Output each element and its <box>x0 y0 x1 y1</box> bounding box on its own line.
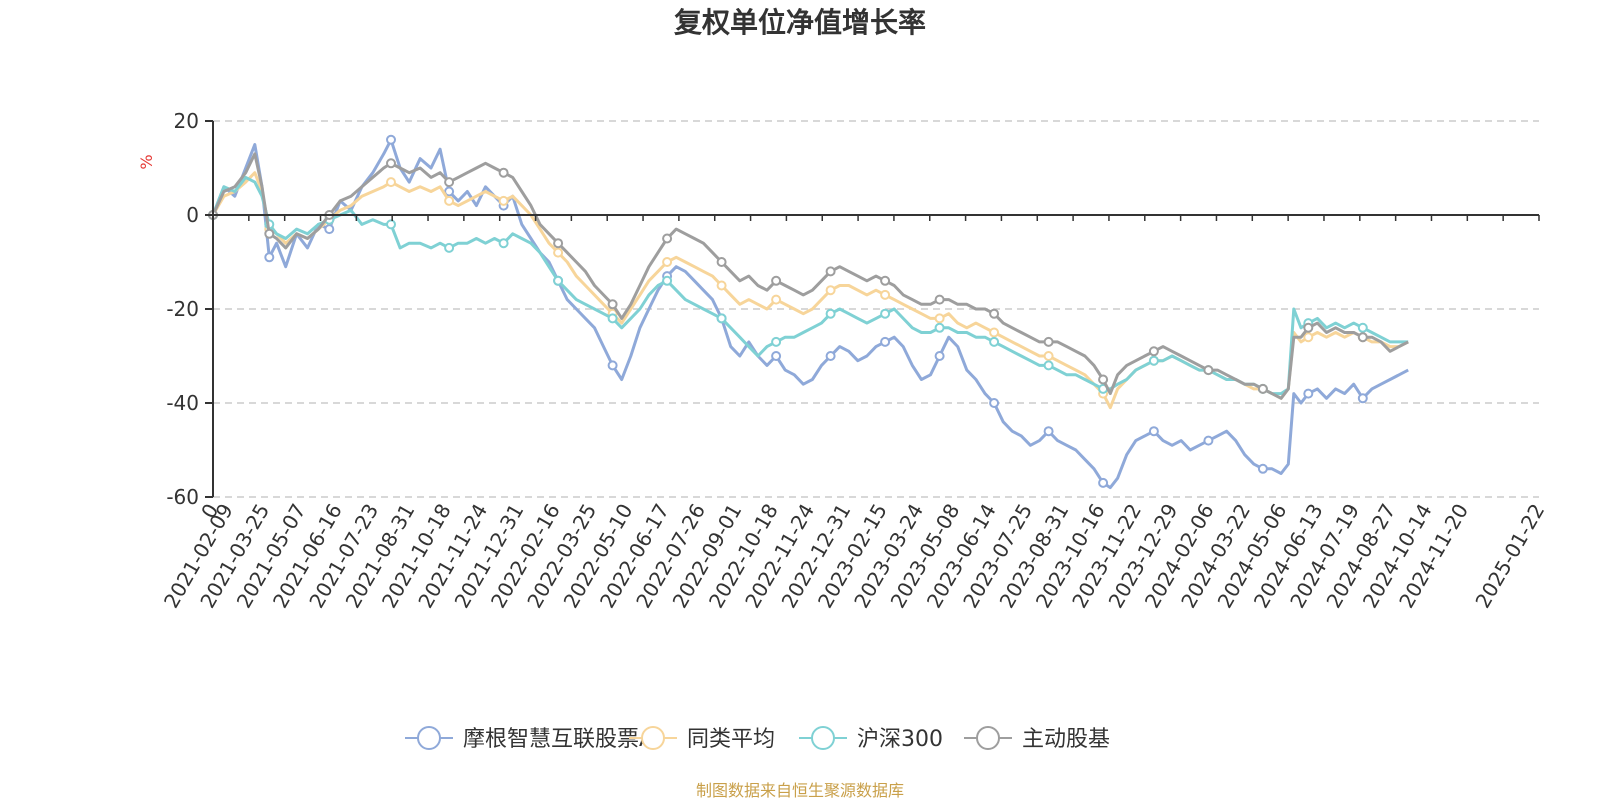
series-point-3 <box>716 313 727 324</box>
y-unit-label: % <box>137 154 156 169</box>
series-point-3 <box>386 219 396 230</box>
series-point-4 <box>1043 336 1054 347</box>
series-line-1 <box>211 138 1409 490</box>
series-point-2 <box>386 177 396 188</box>
series-point-4 <box>1303 322 1314 333</box>
series-point-1 <box>771 351 782 361</box>
series-point-1 <box>1357 393 1368 404</box>
series-point-4 <box>498 167 509 178</box>
series-point-4 <box>934 294 945 305</box>
legend-marker <box>976 726 1000 750</box>
legend-item-1[interactable]: 摩根智慧互联股票A <box>405 726 654 752</box>
legend: 摩根智慧互联股票A 同类平均 沪深300 主动股基 <box>405 726 1110 752</box>
series-point-4 <box>662 233 673 244</box>
series-point-3 <box>553 275 564 286</box>
series-point-1 <box>264 252 275 263</box>
series-point-2 <box>771 294 782 305</box>
series-point-1 <box>825 351 836 361</box>
series-point-3 <box>934 322 945 333</box>
series-point-1 <box>324 224 335 235</box>
y-tick-label: 0 <box>186 203 199 227</box>
series-line-4 <box>211 152 1409 400</box>
series-point-4 <box>716 257 727 267</box>
y-tick-label: 20 <box>174 109 199 133</box>
series-point-2 <box>1043 351 1054 361</box>
series-point-3 <box>825 308 836 319</box>
series-point-2 <box>1303 332 1314 343</box>
series-point-1 <box>1203 435 1214 446</box>
y-tick-label: -40 <box>166 391 199 415</box>
series-point-4 <box>386 158 396 169</box>
series-point-3 <box>607 313 618 324</box>
series-point-4 <box>1257 383 1268 394</box>
series-line-3 <box>211 175 1409 396</box>
series-point-1 <box>934 351 945 361</box>
y-tick-label: -60 <box>166 485 199 509</box>
series-point-3 <box>662 275 673 286</box>
series-point-1 <box>1148 426 1159 437</box>
grid-lines <box>213 120 1539 498</box>
legend-marker <box>641 726 665 750</box>
series-point-1 <box>880 336 891 347</box>
legend-label: 主动股基 <box>1022 727 1110 752</box>
legend-item-2[interactable]: 同类平均 <box>629 726 775 752</box>
series-point-3 <box>498 238 509 249</box>
series-point-1 <box>607 360 618 371</box>
series-lines <box>208 134 1409 490</box>
series-point-4 <box>1357 332 1368 343</box>
series-point-3 <box>1148 355 1159 366</box>
series-point-3 <box>1043 360 1054 371</box>
source-note: 制图数据来自恒生聚源数据库 <box>696 781 904 800</box>
legend-marker <box>811 726 835 750</box>
series-point-3 <box>989 336 1000 347</box>
series-point-4 <box>1098 374 1109 385</box>
legend-label: 摩根智慧互联股票A <box>463 727 654 752</box>
series-point-1 <box>1303 388 1314 399</box>
series-point-4 <box>989 308 1000 319</box>
series-point-4 <box>1148 346 1159 357</box>
series-point-2 <box>880 289 891 300</box>
series-point-2 <box>989 327 1000 338</box>
legend-item-3[interactable]: 沪深300 <box>799 726 943 752</box>
series-point-2 <box>553 247 564 258</box>
series-point-1 <box>444 186 455 197</box>
series-point-4 <box>553 238 564 249</box>
legend-item-4[interactable]: 主动股基 <box>964 726 1110 752</box>
series-point-2 <box>716 280 727 291</box>
x-tick-label: 2025-01-22 <box>1470 500 1549 613</box>
series-point-4 <box>1203 365 1214 376</box>
series-point-3 <box>444 242 455 253</box>
series-point-2 <box>444 195 455 206</box>
series-point-3 <box>880 308 891 319</box>
series-point-4 <box>264 228 275 239</box>
series-point-4 <box>444 177 455 188</box>
x-tick-labels: 02021-02-092021-03-252021-05-072021-06-1… <box>159 499 1549 612</box>
series-point-2 <box>498 195 509 206</box>
series-point-2 <box>662 257 673 267</box>
axes <box>205 120 1540 498</box>
series-point-3 <box>771 336 782 347</box>
legend-marker <box>417 726 441 750</box>
legend-label: 同类平均 <box>687 727 775 752</box>
series-point-4 <box>771 275 782 286</box>
legend-label: 沪深300 <box>857 727 943 752</box>
series-point-4 <box>607 299 618 310</box>
series-point-1 <box>1098 477 1109 488</box>
series-point-4 <box>880 275 891 286</box>
series-point-4 <box>825 266 836 277</box>
chart-title: 复权单位净值增长率 <box>674 6 926 39</box>
series-point-3 <box>1357 322 1368 333</box>
series-point-2 <box>934 313 945 324</box>
series-point-2 <box>825 285 836 296</box>
series-point-1 <box>1257 463 1268 474</box>
series-point-1 <box>989 398 1000 408</box>
series-point-1 <box>386 134 396 145</box>
y-tick-labels: 20 0 -20 -40 -60 <box>166 109 199 509</box>
series-point-1 <box>1043 426 1054 437</box>
y-tick-label: -20 <box>166 297 199 321</box>
